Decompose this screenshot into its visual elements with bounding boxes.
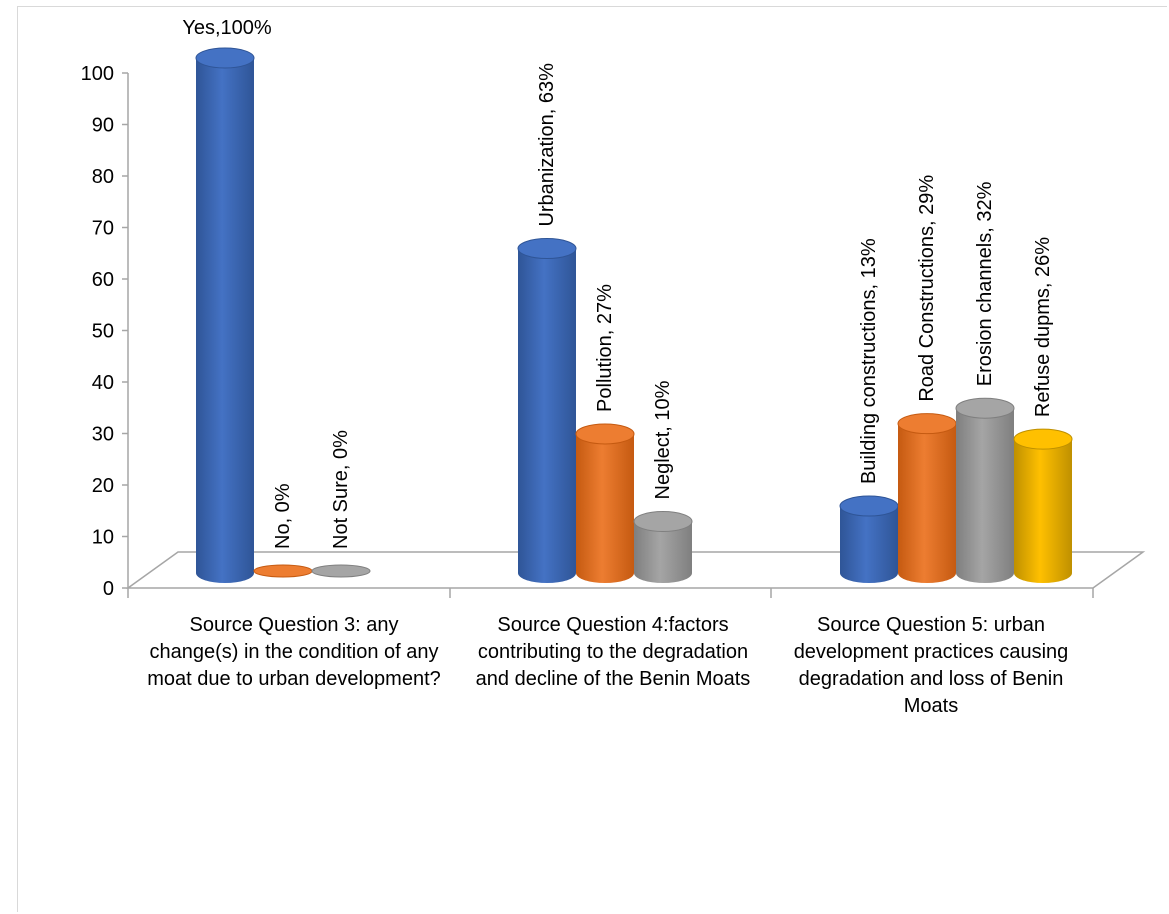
y-tick-label: 60 xyxy=(92,269,114,291)
bar-2-1 xyxy=(897,413,957,583)
y-tick-label: 10 xyxy=(92,527,114,549)
data-label: Urbanization, 63% xyxy=(536,63,558,227)
bar-0-2 xyxy=(311,564,371,578)
data-label: Building constructions, 13% xyxy=(858,238,880,484)
y-tick-label: 50 xyxy=(92,321,114,343)
data-label: Refuse dupms, 26% xyxy=(1032,237,1054,417)
y-tick-label: 0 xyxy=(103,578,114,600)
category-label-q3: Source Question 3: any change(s) in the … xyxy=(147,614,441,690)
bar-1-2 xyxy=(633,511,693,583)
data-label: No, 0% xyxy=(272,483,294,549)
bar-2-3 xyxy=(1013,428,1073,583)
data-label: Road Constructions, 29% xyxy=(916,175,938,402)
data-label: Erosion channels, 32% xyxy=(974,181,996,386)
y-tick-label: 80 xyxy=(92,166,114,188)
data-label: Yes,100% xyxy=(182,17,272,39)
y-tick-label: 90 xyxy=(92,115,114,137)
data-label: Pollution, 27% xyxy=(594,284,616,412)
bar-0-1 xyxy=(253,564,313,578)
y-tick-label: 70 xyxy=(92,218,114,240)
category-label-q5: Source Question 5: urban development pra… xyxy=(793,614,1069,717)
y-tick-label: 40 xyxy=(92,372,114,394)
category-label-q4: Source Question 4:factors contributing t… xyxy=(475,614,751,690)
data-label: Not Sure, 0% xyxy=(330,430,352,549)
bar-2-0 xyxy=(839,495,899,583)
data-label: Neglect, 10% xyxy=(652,380,674,499)
chart-frame xyxy=(17,6,1167,912)
bar-2-2 xyxy=(955,397,1015,583)
bar-0-0 xyxy=(195,47,255,583)
y-tick-label: 100 xyxy=(81,63,114,85)
y-tick-label: 30 xyxy=(92,424,114,446)
bar-1-1 xyxy=(575,423,635,583)
bar-1-0 xyxy=(517,238,577,584)
y-tick-label: 20 xyxy=(92,475,114,497)
